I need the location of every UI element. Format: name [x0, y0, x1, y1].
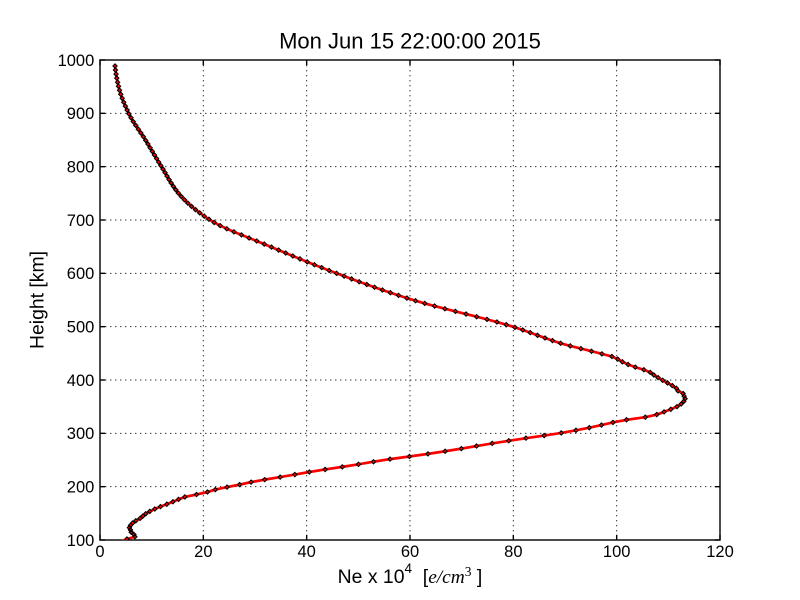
svg-text:40: 40	[297, 543, 315, 561]
svg-text:80: 80	[504, 543, 522, 561]
svg-text:600: 600	[67, 265, 95, 283]
svg-text:800: 800	[67, 158, 95, 176]
svg-text:1000: 1000	[58, 52, 95, 70]
svg-text:700: 700	[67, 212, 95, 230]
svg-text:100: 100	[67, 532, 95, 550]
svg-text:100: 100	[603, 543, 631, 561]
svg-text:300: 300	[67, 425, 95, 443]
svg-text:Mon Jun 15 22:00:00 2015: Mon Jun 15 22:00:00 2015	[279, 29, 541, 54]
svg-text:20: 20	[194, 543, 212, 561]
svg-text:400: 400	[67, 372, 95, 390]
svg-text:0: 0	[95, 543, 104, 561]
svg-text:120: 120	[706, 543, 734, 561]
svg-text:200: 200	[67, 478, 95, 496]
svg-text:500: 500	[67, 318, 95, 336]
svg-text:60: 60	[401, 543, 419, 561]
svg-text:Height [km]: Height [km]	[27, 251, 49, 349]
svg-text:900: 900	[67, 105, 95, 123]
